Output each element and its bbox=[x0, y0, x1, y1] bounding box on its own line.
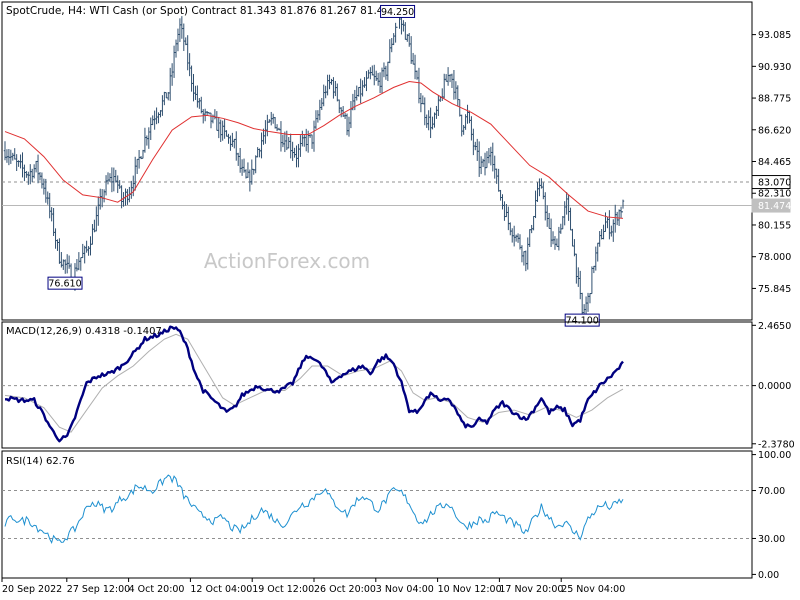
price-axis-label: 75.845 bbox=[758, 284, 791, 295]
rsi-label: RSI(14) 62.76 bbox=[6, 456, 75, 467]
rsi-panel: RSI(14) 62.76 100.00 70.00 30.00 0.00 bbox=[1, 450, 791, 581]
time-axis-label: 12 Oct 04:00 bbox=[190, 584, 252, 595]
watermark: ActionForex.com bbox=[204, 249, 370, 273]
price-axis-label: 86.620 bbox=[758, 125, 791, 136]
macd-signal-line bbox=[4, 333, 624, 433]
rsi-panel-frame bbox=[1, 450, 753, 579]
time-axis-label: 4 Oct 20:00 bbox=[129, 584, 185, 595]
price-annotations: 94.250 76.610 74.100 bbox=[47, 4, 600, 327]
price-axis-label: 88.775 bbox=[758, 94, 791, 105]
macd-axis-label: -2.3780 bbox=[758, 439, 795, 450]
time-axis-label: 20 Sep 2022 bbox=[2, 584, 62, 595]
rsi-axis-label: 30.00 bbox=[758, 534, 785, 545]
extreme-label-box bbox=[380, 4, 416, 18]
time-axis-label: 10 Nov 12:00 bbox=[438, 584, 502, 595]
extreme-label: 94.250 bbox=[381, 7, 414, 18]
price-bars bbox=[3, 8, 625, 318]
price-axis-label: 84.465 bbox=[758, 157, 791, 168]
time-axis-label: 19 Oct 12:00 bbox=[252, 584, 314, 595]
rsi-axis: 100.00 70.00 30.00 0.00 bbox=[752, 450, 791, 581]
extreme-label: 74.100 bbox=[566, 316, 599, 327]
macd-axis-label: 2.4650 bbox=[758, 321, 791, 332]
time-axis: 20 Sep 2022 27 Sep 12:004 Oct 20:00 12 Oct… bbox=[1, 578, 625, 595]
price-axis: 93.085 90.930 88.775 86.620 84.465 82.310 80.1… bbox=[751, 30, 791, 295]
moving-average-line bbox=[4, 80, 624, 219]
rsi-axis-label: 100.00 bbox=[758, 450, 791, 461]
price-panel: ActionForex.com SpotCrude, H4: WTI Cash … bbox=[1, 1, 791, 327]
extreme-label-box bbox=[564, 313, 600, 327]
price-axis-label: 93.085 bbox=[758, 30, 791, 41]
macd-label: MACD(12,26,9) 0.4318 -0.1407 bbox=[6, 326, 162, 337]
rsi-axis-label: 0.00 bbox=[758, 570, 779, 581]
macd-axis-label: 0.0000 bbox=[758, 381, 791, 392]
extreme-label: 76.610 bbox=[48, 279, 81, 290]
macd-axis: 2.4650 0.0000 -2.3780 bbox=[752, 321, 795, 450]
macd-panel-frame bbox=[1, 321, 753, 449]
time-axis-label: 3 Nov 04:00 bbox=[376, 584, 434, 595]
price-grid bbox=[2, 181, 752, 207]
extreme-label-box bbox=[47, 276, 83, 290]
price-axis-label: 78.000 bbox=[758, 252, 791, 263]
current-price-flag: 81.474 bbox=[758, 201, 791, 212]
resistance-flag-box bbox=[751, 175, 791, 190]
rsi-axis-label: 70.00 bbox=[758, 486, 785, 497]
resistance-flag: 83.070 bbox=[758, 178, 791, 189]
rsi-line bbox=[4, 474, 624, 544]
macd-main-line bbox=[4, 325, 624, 443]
ohlc-bar bbox=[621, 199, 625, 213]
time-axis-label: 25 Nov 04:00 bbox=[561, 584, 625, 595]
rsi-grid bbox=[2, 490, 752, 539]
time-axis-label: 26 Oct 20:00 bbox=[314, 584, 376, 595]
symbol-info: SpotCrude, H4: WTI Cash (or Spot) Contra… bbox=[6, 5, 397, 17]
price-panel-frame bbox=[1, 1, 753, 321]
time-axis-label: 27 Sep 12:00 bbox=[67, 584, 130, 595]
macd-panel: MACD(12,26,9) 0.4318 -0.1407 2.4650 0.000… bbox=[1, 321, 795, 450]
current-price-flag-box bbox=[751, 198, 791, 213]
price-axis-label: 90.930 bbox=[758, 62, 791, 73]
price-axis-label: 80.155 bbox=[758, 220, 791, 231]
price-axis-label: 82.310 bbox=[758, 189, 791, 200]
time-axis-label: 17 Nov 20:00 bbox=[499, 584, 563, 595]
